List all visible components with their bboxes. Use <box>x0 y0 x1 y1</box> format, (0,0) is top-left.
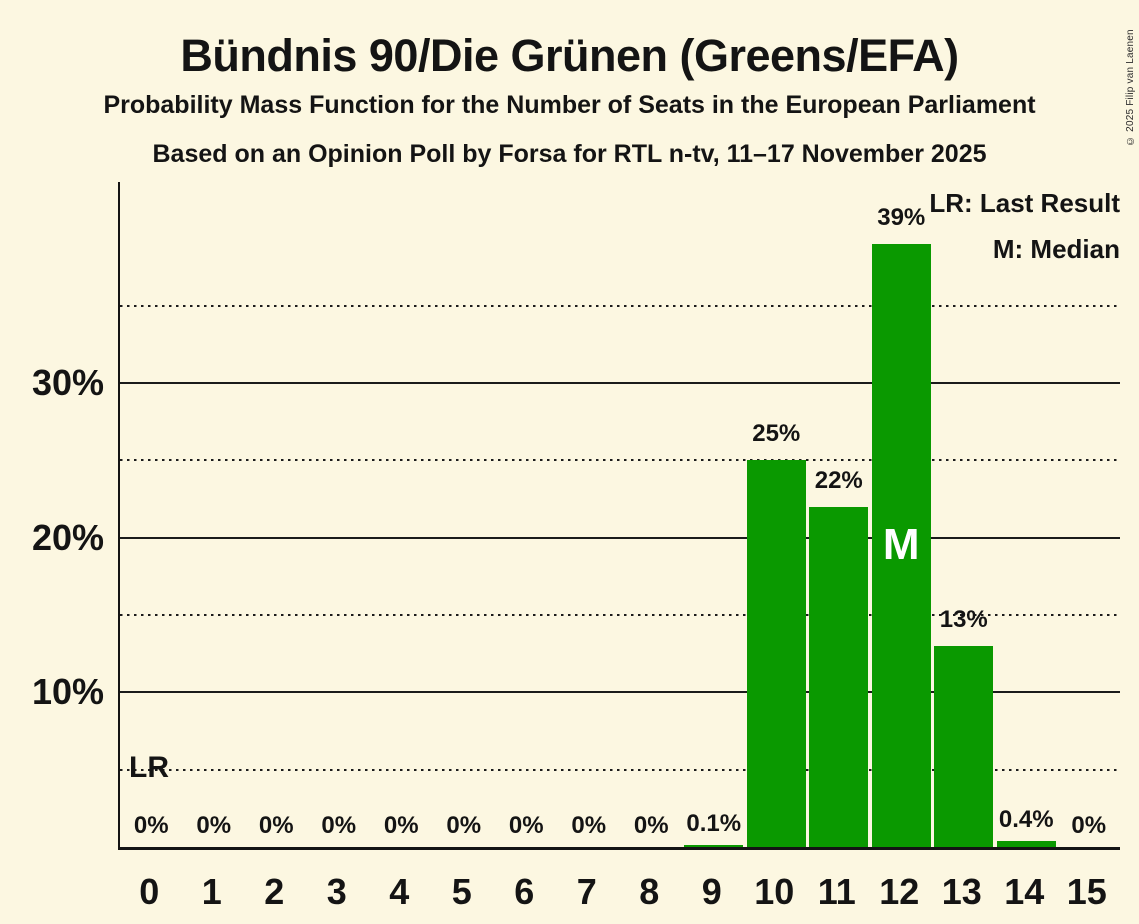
x-tick-label-14: 14 <box>1004 871 1045 912</box>
gridline-dotted-15 <box>120 614 1120 617</box>
gridline-dotted-25 <box>120 459 1120 462</box>
x-tick-label-9: 9 <box>701 871 722 912</box>
median-marker: M <box>882 520 920 570</box>
bar-12 <box>871 243 931 847</box>
x-tick-label-7: 7 <box>576 871 597 912</box>
x-tick-label-13: 13 <box>941 871 982 912</box>
chart-poll-source: Based on an Opinion Poll by Forsa for RT… <box>152 140 987 168</box>
legend-last-result: LR: Last Result <box>929 188 1120 218</box>
bar-value-label-6: 0% <box>508 812 544 839</box>
x-tick-label-2: 2 <box>264 871 285 912</box>
bar-value-label-14: 0.4% <box>998 805 1054 833</box>
x-tick-label-4: 4 <box>389 871 410 912</box>
x-tick-label-6: 6 <box>514 871 535 912</box>
bar-value-label-1: 0% <box>196 812 232 839</box>
gridline-dotted-5 <box>120 768 1120 771</box>
y-tick-label-10: 10% <box>31 671 104 713</box>
bar-value-label-15: 0% <box>1071 812 1107 839</box>
x-tick-label-0: 0 <box>139 871 160 912</box>
bar-value-label-12: 39% <box>877 203 926 231</box>
gridline-dotted-35 <box>120 304 1120 307</box>
bar-10 <box>746 460 806 847</box>
chart-title: Bündnis 90/Die Grünen (Greens/EFA) <box>180 30 959 81</box>
bar-11 <box>809 506 868 847</box>
legend-median: M: Median <box>992 234 1120 264</box>
gridline-solid-30 <box>120 382 1120 385</box>
x-tick-label-8: 8 <box>639 871 660 912</box>
x-tick-label-10: 10 <box>754 871 795 912</box>
gridline-solid-20 <box>120 536 1120 539</box>
x-tick-label-11: 11 <box>817 871 856 912</box>
y-tick-label-30: 30% <box>31 362 104 404</box>
bar-9 <box>684 845 743 847</box>
chart-subtitle: Probability Mass Function for the Number… <box>103 91 1036 119</box>
bar-value-label-9: 0.1% <box>686 810 742 838</box>
bar-13 <box>934 645 993 847</box>
bar-value-label-13: 13% <box>939 605 988 633</box>
x-tick-label-5: 5 <box>451 871 472 912</box>
y-axis-labels: 10% 20% 30% <box>0 182 104 847</box>
gridline-solid-10 <box>120 691 1120 694</box>
y-tick-label-20: 20% <box>31 516 104 558</box>
bar-value-label-10: 25% <box>752 420 801 448</box>
bar-14 <box>996 840 1056 847</box>
x-axis-labels: 0 1 2 3 4 5 6 7 8 9 10 11 12 13 14 15 <box>118 872 1118 916</box>
x-tick-label-1: 1 <box>201 871 222 912</box>
bar-value-label-11: 22% <box>814 466 863 494</box>
last-result-marker: LR <box>129 750 169 784</box>
bar-value-label-7: 0% <box>571 812 607 839</box>
bar-value-label-0: 0% <box>133 812 169 839</box>
plot-area: 0% 0% 0% 0% 0% 0% 0% 0% 0% 0.1% 25% 22% 39% 13% 0.4% 0%… <box>118 182 1120 850</box>
x-tick-label-3: 3 <box>326 871 347 912</box>
legend: LR: Last Result M: Median <box>929 180 1120 272</box>
bar-value-label-5: 0% <box>446 812 482 839</box>
copyright-notice: © 2025 Filip van Laenen <box>1125 29 1136 146</box>
bar-value-label-8: 0% <box>633 812 669 839</box>
bar-value-label-3: 0% <box>321 812 357 839</box>
bar-value-label-4: 0% <box>383 812 419 839</box>
x-tick-label-15: 15 <box>1066 871 1107 912</box>
x-tick-label-12: 12 <box>879 871 920 912</box>
bar-value-label-2: 0% <box>258 812 294 839</box>
